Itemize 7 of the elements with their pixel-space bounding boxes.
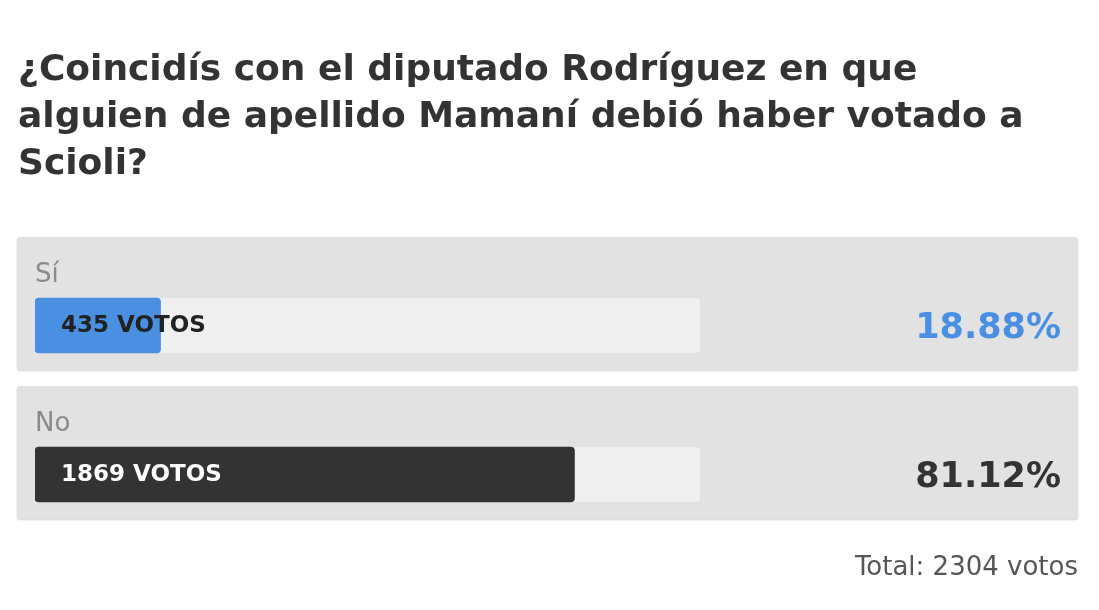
annotation: 1869 VOTOS (61, 460, 222, 487)
data-label: 18.88% (915, 305, 1061, 346)
data-label: 81.12% (915, 454, 1061, 495)
y-tick-label: Sí (35, 258, 60, 288)
chart-title: ¿Coincidís con el diputado Rodríguez en que alguien de apellido Mamaní debió haber votado a Scioli? (18, 46, 1025, 184)
y-tick-label: No (35, 407, 71, 437)
text: Total: 2304 votos (853, 550, 1078, 581)
